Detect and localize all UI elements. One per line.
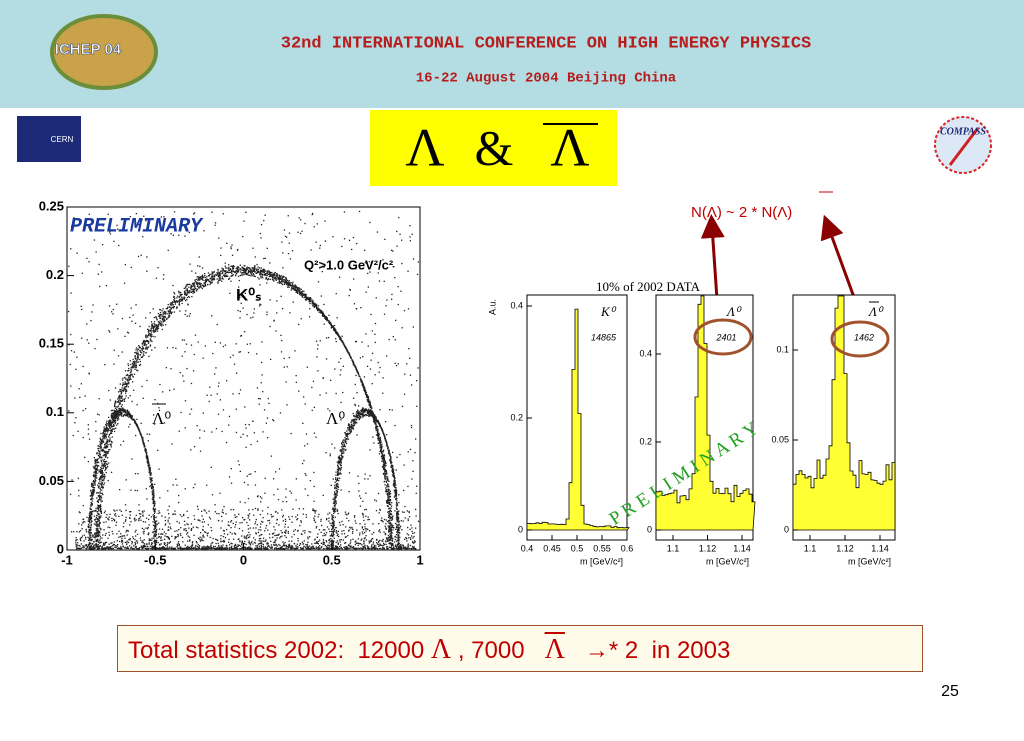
y-tick-label: 0 [647,524,652,534]
y-tick-label: 0.2 [46,267,64,282]
y-tick-label: 0 [57,541,64,556]
x-tick-label: 1.1 [667,543,680,553]
title-box [370,110,617,186]
y-tick-label: 0.2 [639,436,652,446]
x-tick-label: 0 [240,552,247,567]
highlight-ellipse [830,320,890,358]
count-label: 2401 [715,332,736,342]
cern-logo [17,116,81,162]
histogram-shape [655,295,756,531]
scatter-points [68,210,420,550]
summary-box: Total statistics 2002: 12000 Λ , 7000 Λ … [117,625,923,672]
ichep-logo [50,14,158,90]
x-tick-label: 1.1 [804,543,817,553]
y-axis-label: A.u. [487,299,497,315]
x-tick-label: 0.5 [323,552,341,567]
k0s-label: K⁰ₛ [236,285,261,304]
x-tick-label: 1.12 [699,543,717,553]
header-title: 32nd INTERNATIONAL CONFERENCE ON HIGH EN… [281,34,812,53]
header-band [0,0,1024,108]
x-tick-label: 0.6 [621,543,634,553]
compass-needle [948,127,980,166]
ichep-logo-text: ICHEP 04 [55,41,122,58]
histograms: 0.4 0.45 0.5 0.55 0.6 0 0.2 0.4 m [GeV/c²] A.u. K⁰… [487,294,896,566]
lambda-label: Λ⁰ [326,409,345,428]
x-tick-label: 0.45 [543,543,561,553]
y-tick-label: 0.15 [39,336,64,351]
particle-label: Λ⁰ [725,304,742,319]
histogram-shape [526,308,630,531]
count-label: 1462 [854,332,874,342]
y-tick-label: 0.4 [639,348,652,358]
x-tick-label: 1.14 [871,543,889,553]
count-label: 14865 [591,332,617,342]
y-tick-label: 0.2 [510,412,523,422]
y-tick-label: 0 [784,524,789,534]
summary-lambda: Λ [430,634,452,665]
page-number: 25 [941,683,959,700]
x-axis-label: m [GeV/c²] [580,556,623,566]
summary-text: →* 2 in 2003 [584,637,731,664]
x-axis-label: m [GeV/c²] [706,556,749,566]
x-tick-label: 0.4 [521,543,534,553]
x-tick-label: 1 [416,552,423,567]
header-subtitle: 16-22 August 2004 Beijing China [416,71,677,87]
histogram-title: 10% of 2002 DATA [596,279,701,294]
x-tick-label: -1 [61,552,73,567]
x-tick-label: -0.5 [144,552,166,567]
y-tick-label: 0.4 [510,300,523,310]
x-axis-label: m [GeV/c²] [848,556,891,566]
y-tick-label: 0.05 [771,434,789,444]
particle-label: K⁰ [600,304,617,319]
arrow [820,214,857,301]
summary-antilambda: Λ [544,634,565,665]
highlight-ellipse [693,318,753,356]
antilambda-label: Λ⁰ [152,409,171,428]
title-lambda: Λ [405,117,444,177]
x-tick-label: 1.12 [836,543,854,553]
cern-logo-text: CERN [51,135,74,144]
y-tick-label: 0.05 [39,473,64,488]
y-tick-label: 0 [518,524,523,534]
x-tick-label: 0.5 [571,543,584,553]
annotation: N(Λ) ~ 2 * N(Λ) [691,204,792,221]
y-tick-label: 0.1 [46,404,64,419]
histogram-shape [792,295,896,531]
compass-logo-text: COMPASS [940,126,986,137]
watermark: PRELIMINARY [70,215,204,238]
y-tick-label: 0.25 [39,198,64,213]
title-antilambda: Λ [550,117,589,177]
x-tick-label: 0.55 [593,543,611,553]
cut-label: Q²>1.0 GeV²/c² [304,257,394,272]
summary-text: Total statistics 2002: 12000 [128,637,425,664]
title-amp: & [475,119,514,175]
summary-text: , 7000 [457,637,525,664]
particle-label: Λ⁰ [867,304,884,319]
y-tick-label: 0.1 [776,344,789,354]
x-tick-label: 1.14 [733,543,751,553]
